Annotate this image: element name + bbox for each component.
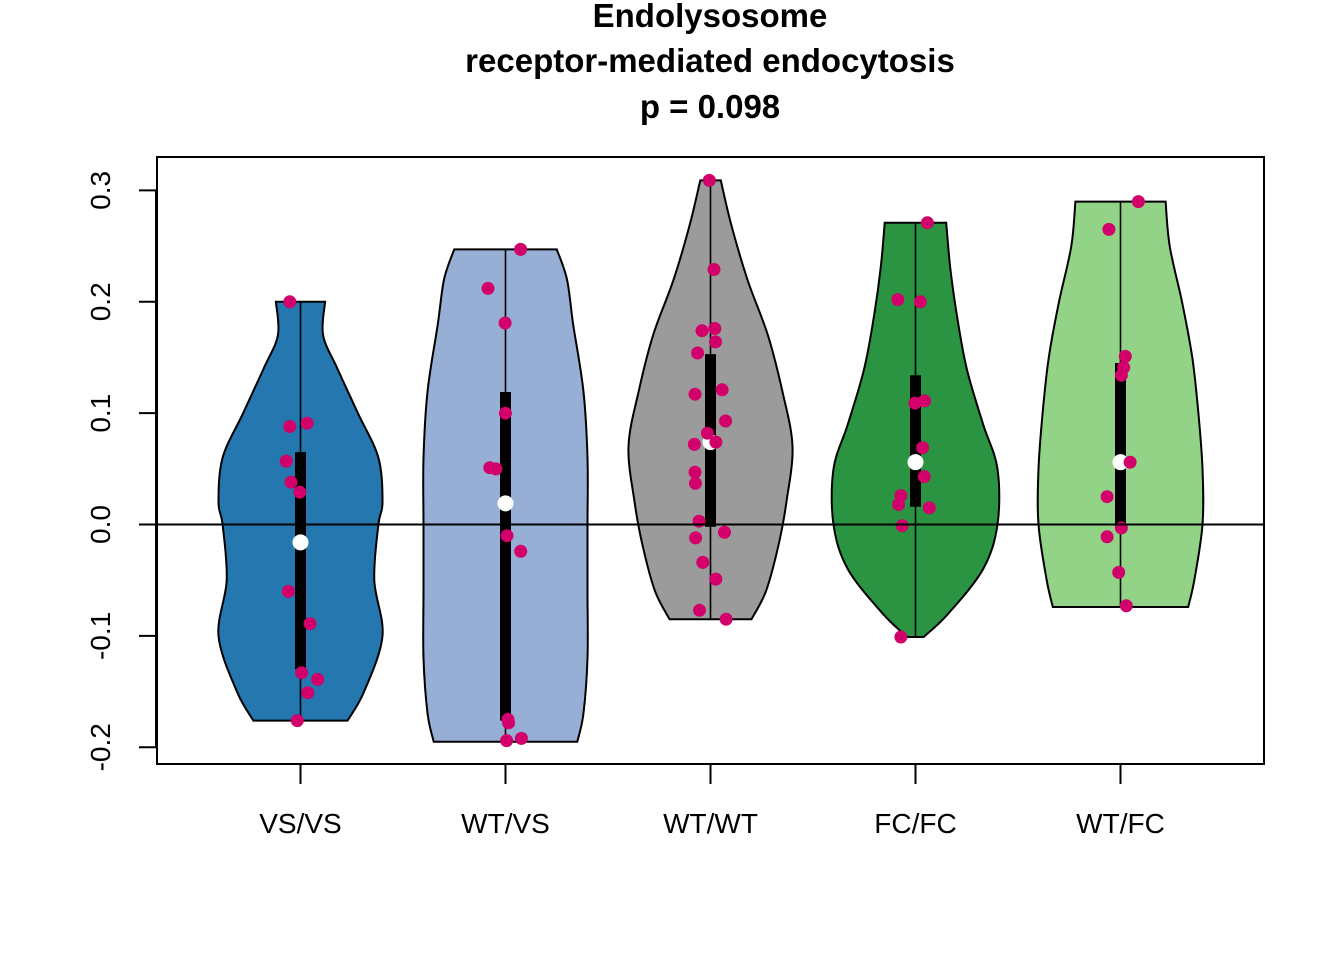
x-tick-label: WT/FC xyxy=(1076,808,1165,839)
data-point xyxy=(514,242,528,256)
data-point xyxy=(709,572,723,586)
data-point xyxy=(1100,530,1114,544)
data-point xyxy=(303,617,317,631)
data-point xyxy=(498,406,512,420)
data-point xyxy=(1114,521,1128,535)
data-point xyxy=(916,441,930,455)
data-point xyxy=(1114,368,1128,382)
data-point xyxy=(290,714,304,728)
data-point xyxy=(918,394,932,408)
data-point xyxy=(514,731,528,745)
y-tick-label: -0.2 xyxy=(85,723,116,771)
data-point xyxy=(295,666,309,680)
data-point xyxy=(1118,349,1132,363)
data-point xyxy=(1112,565,1126,579)
data-point xyxy=(709,335,722,349)
data-point xyxy=(1119,599,1133,613)
data-point xyxy=(895,519,909,533)
data-point xyxy=(300,416,314,430)
violin-median-point xyxy=(1112,454,1129,471)
title-line-3: p = 0.098 xyxy=(640,88,780,125)
x-tick-label: WT/VS xyxy=(461,808,550,839)
data-point xyxy=(702,173,716,187)
data-point xyxy=(688,387,702,401)
data-point xyxy=(696,555,710,569)
data-point xyxy=(693,603,706,617)
data-point xyxy=(502,716,516,730)
data-point xyxy=(695,324,709,338)
plot-area xyxy=(157,173,1264,748)
data-point xyxy=(500,734,514,748)
violin-group-vs-vs xyxy=(217,295,384,728)
title-line-2: receptor-mediated endocytosis xyxy=(465,42,955,79)
data-point xyxy=(687,437,701,451)
y-tick-label: 0.0 xyxy=(85,505,116,544)
data-point xyxy=(718,525,731,539)
data-point xyxy=(892,498,906,511)
data-point xyxy=(688,465,702,479)
data-point xyxy=(301,686,315,700)
violin-group-wt-wt xyxy=(627,173,794,626)
data-point xyxy=(481,281,495,295)
x-tick-label: FC/FC xyxy=(874,808,956,839)
violin-group-fc-fc xyxy=(830,216,1001,644)
violin-median-point xyxy=(497,495,514,512)
data-point xyxy=(708,322,722,335)
violin-iqr-bar xyxy=(1115,363,1126,527)
y-tick-label: -0.1 xyxy=(85,612,116,660)
data-point xyxy=(707,263,721,276)
data-point xyxy=(913,295,927,309)
violin-iqr-bar xyxy=(500,392,511,721)
data-point xyxy=(719,414,733,428)
data-point xyxy=(284,475,298,489)
data-point xyxy=(689,531,703,545)
data-point xyxy=(908,396,922,410)
y-axis: -0.2 -0.1 0.0 0.1 0.2 0.3 xyxy=(85,171,157,771)
data-point xyxy=(692,514,706,528)
data-point xyxy=(281,584,295,598)
data-point xyxy=(489,462,503,476)
x-tick-label: WT/WT xyxy=(663,808,758,839)
data-point xyxy=(691,346,705,360)
x-axis: VS/VS WT/VS WT/WT FC/FC WT/FC xyxy=(259,764,1165,839)
violin-group-wt-fc xyxy=(1036,195,1205,613)
data-point xyxy=(1123,455,1137,469)
data-point xyxy=(293,485,307,499)
chart-title: Endolysosome receptor-mediated endocytos… xyxy=(465,0,955,125)
data-point xyxy=(688,476,702,490)
data-point xyxy=(715,383,729,397)
data-point xyxy=(283,420,297,433)
title-line-1: Endolysosome xyxy=(593,0,828,34)
violin-iqr-bar xyxy=(295,452,306,670)
data-point xyxy=(1102,222,1116,236)
data-point xyxy=(498,316,512,330)
x-tick-label: VS/VS xyxy=(259,808,341,839)
data-point xyxy=(514,544,528,558)
data-point xyxy=(283,295,297,309)
y-tick-label: 0.3 xyxy=(85,171,116,210)
data-point xyxy=(700,426,714,440)
data-point xyxy=(922,501,936,515)
violin-iqr-bar xyxy=(910,375,921,507)
data-point xyxy=(920,216,934,230)
data-point xyxy=(719,612,733,626)
data-point xyxy=(279,454,293,468)
violin-group-wt-vs xyxy=(422,242,589,748)
data-point xyxy=(709,435,723,449)
data-point xyxy=(311,672,325,686)
violin-median-point xyxy=(907,454,924,471)
data-point xyxy=(1131,195,1145,209)
data-point xyxy=(894,630,908,644)
data-point xyxy=(917,470,931,484)
data-point xyxy=(1100,490,1114,504)
y-tick-label: 0.2 xyxy=(85,282,116,321)
violin-median-point xyxy=(292,534,309,551)
data-point xyxy=(500,529,514,543)
data-point xyxy=(891,293,905,307)
y-tick-label: 0.1 xyxy=(85,394,116,433)
